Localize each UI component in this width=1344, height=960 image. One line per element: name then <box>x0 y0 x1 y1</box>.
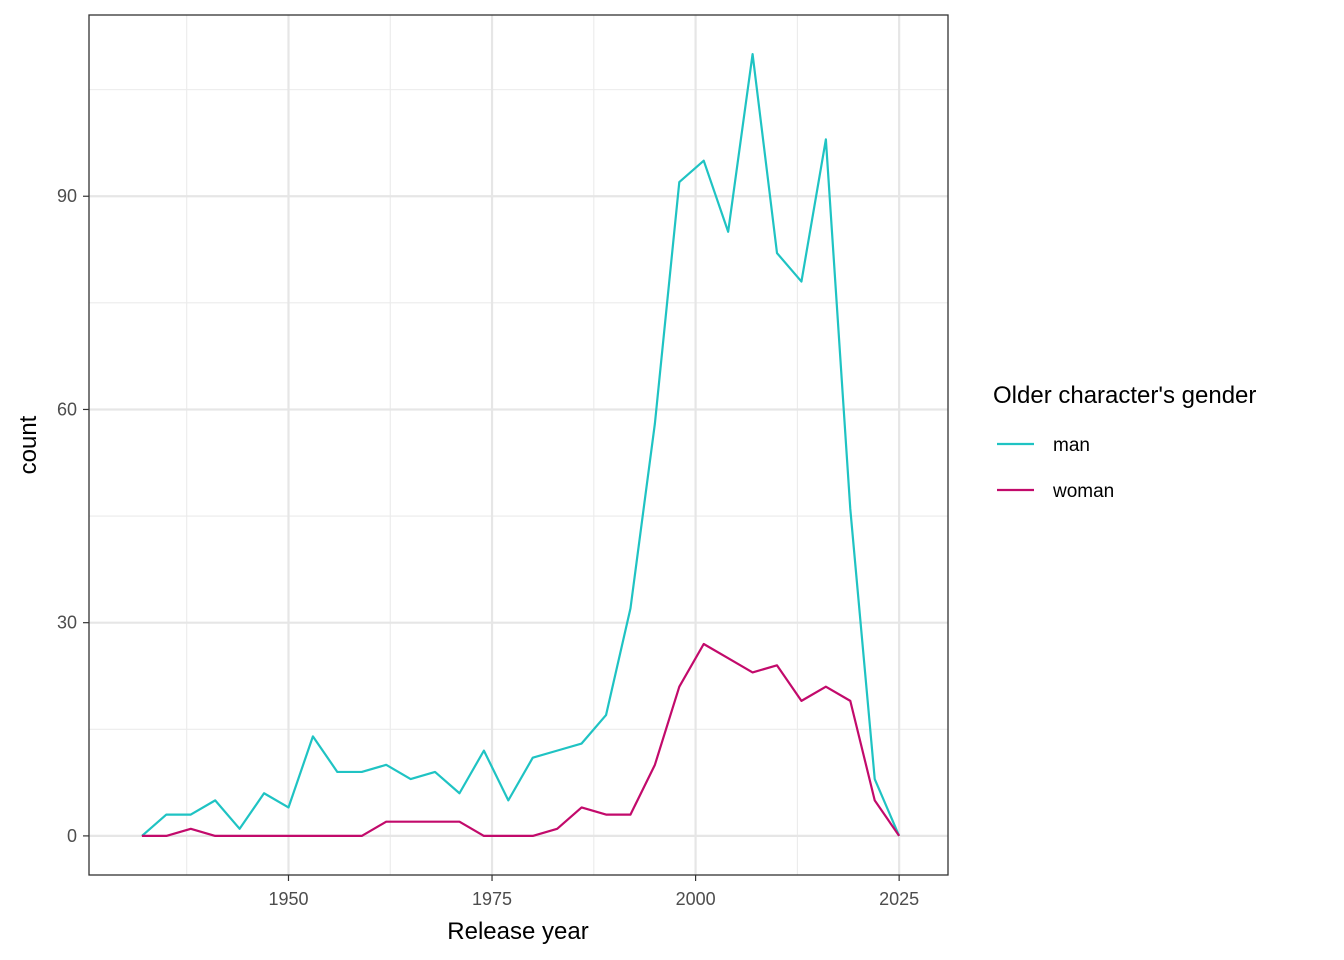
axis-ticks <box>83 195 900 881</box>
y-tick-label: 60 <box>57 399 77 419</box>
x-tick-label: 2000 <box>676 889 716 909</box>
legend: Older character's gender man woman <box>993 382 1256 502</box>
y-tick-label: 30 <box>57 613 77 633</box>
y-tick-label: 90 <box>57 186 77 206</box>
minor-gridlines <box>89 15 948 875</box>
series-lines <box>141 52 901 838</box>
tick-labels: 1950 1975 2000 2025 0 30 60 90 <box>57 186 919 909</box>
x-tick-label: 2025 <box>879 889 919 909</box>
x-tick-label: 1950 <box>268 889 308 909</box>
major-gridlines <box>89 15 948 875</box>
legend-label-man: man <box>1053 435 1090 456</box>
x-tick-label: 1975 <box>472 889 512 909</box>
legend-label-woman: woman <box>1052 481 1114 502</box>
y-tick-label: 0 <box>67 826 77 846</box>
series-line-woman <box>141 642 901 838</box>
series-line-man <box>141 52 901 837</box>
y-axis-title: count <box>15 415 42 474</box>
plot-panel-border <box>88 14 949 876</box>
legend-title: Older character's gender <box>993 382 1256 409</box>
x-axis-title: Release year <box>447 918 588 945</box>
